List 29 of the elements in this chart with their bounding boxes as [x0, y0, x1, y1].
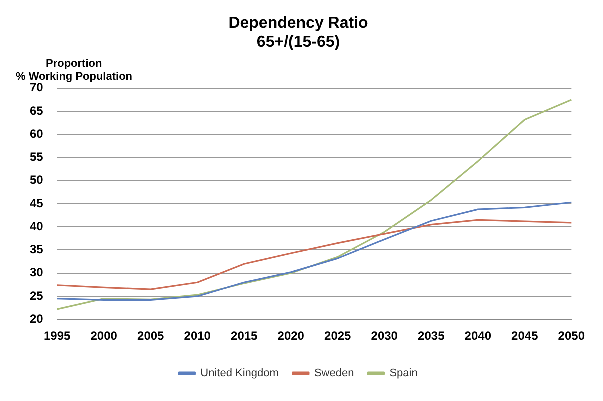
y-tick-label: 50: [30, 173, 44, 188]
x-tick-label: 2025: [324, 329, 352, 344]
y-tick-label: 45: [30, 196, 44, 210]
y-tick-label: 35: [30, 242, 44, 257]
legend-label: Spain: [390, 368, 418, 380]
x-tick-label: 2040: [464, 329, 492, 344]
y-tick-label: 40: [30, 219, 44, 234]
x-tick-label: 2050: [558, 329, 586, 344]
y-tick-label: 70: [30, 80, 44, 95]
x-tick-label: 1995: [44, 329, 72, 344]
x-tick-label: 2030: [371, 329, 398, 344]
y-tick-label: 30: [30, 266, 44, 280]
x-tick-label: 2010: [184, 329, 212, 344]
chart-title: Dependency Ratio: [228, 15, 369, 32]
y-tick-label: 65: [30, 104, 44, 118]
x-tick-label: 2005: [138, 329, 165, 344]
x-tick-label: 2045: [512, 329, 539, 344]
x-tick-label: 2035: [418, 329, 446, 344]
y-tick-label: 25: [30, 288, 44, 303]
chart-subtitle: 65+/(15-65): [256, 34, 340, 52]
y-tick-label: 20: [30, 312, 44, 326]
legend-label: United Kingdom: [200, 368, 279, 380]
x-tick-label: 2015: [231, 329, 258, 344]
y-axis-title: Proportion % Working Population: [16, 58, 133, 83]
legend-label: Sweden: [314, 368, 354, 380]
x-tick-label: 2020: [278, 329, 305, 344]
y-tick-label: 60: [30, 126, 44, 141]
x-tick-label: 2000: [90, 329, 118, 344]
y-tick-label: 55: [30, 150, 44, 164]
